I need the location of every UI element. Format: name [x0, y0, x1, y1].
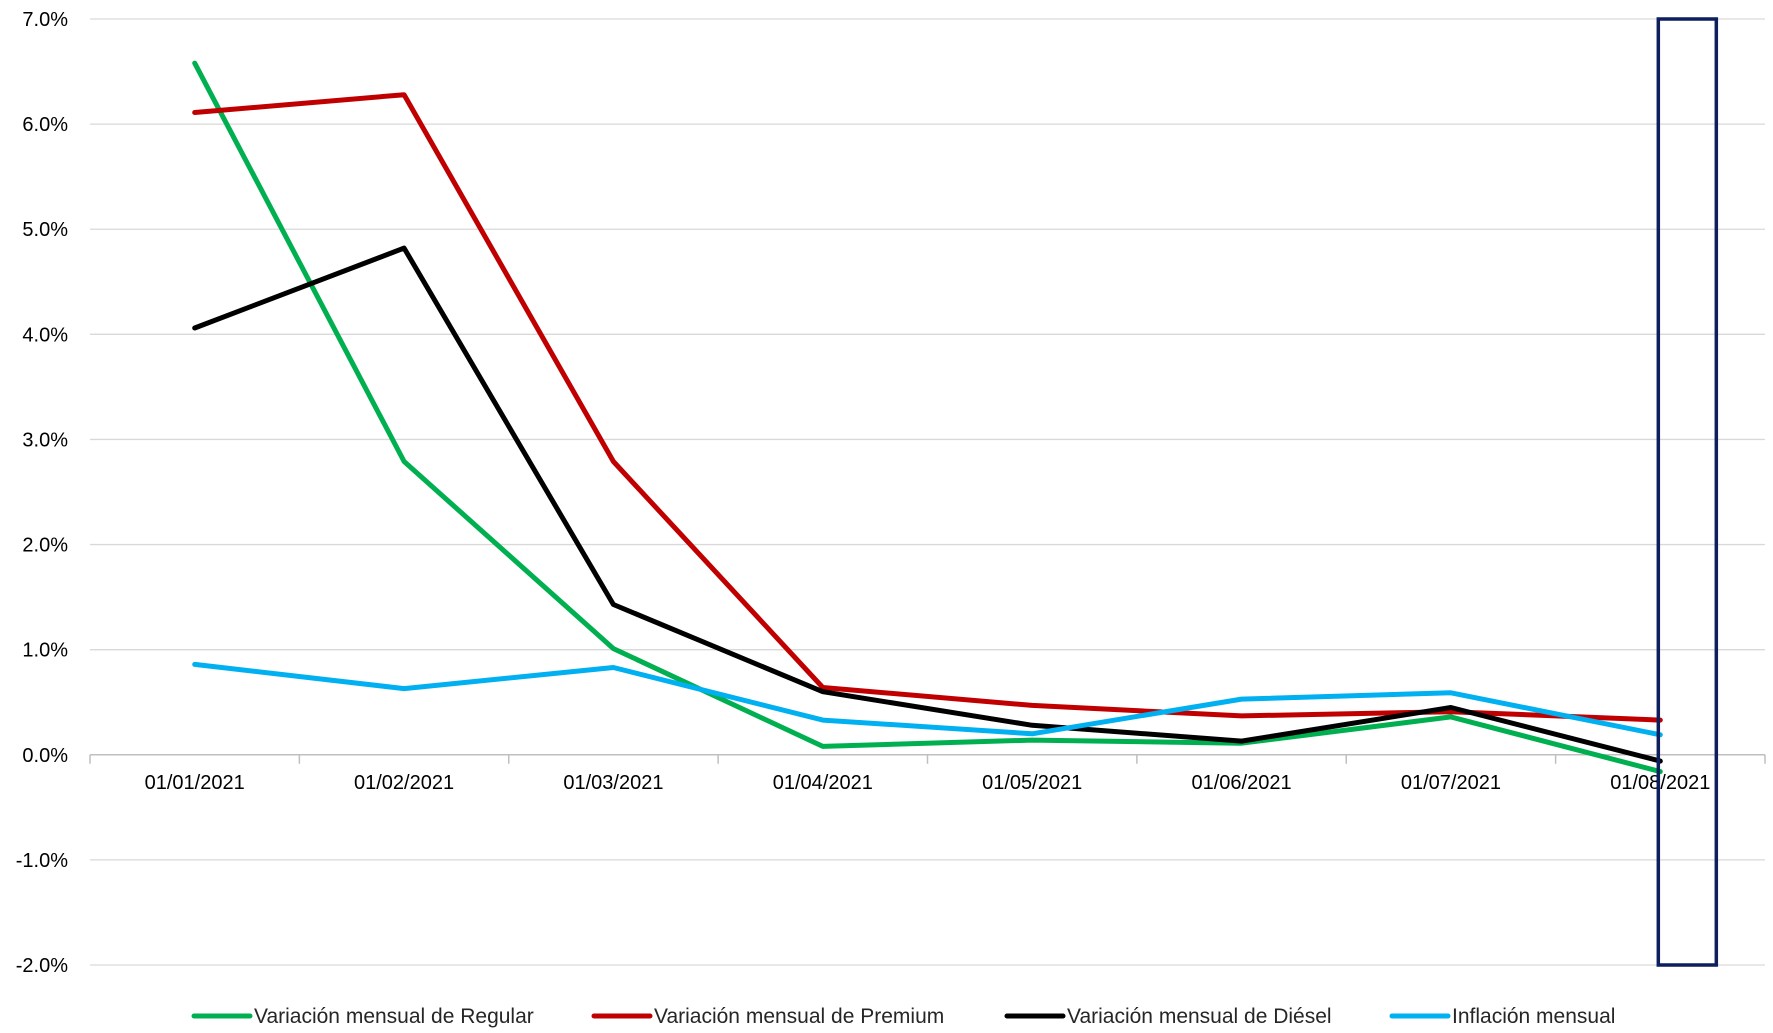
series-line [192, 60, 1663, 775]
y-tick-label: 3.0% [22, 429, 68, 451]
highlight-box [1656, 17, 1719, 967]
y-tick-label: 1.0% [22, 640, 68, 662]
series-lines [192, 60, 1663, 775]
x-tick-label: 01/08/2021 [1610, 772, 1710, 794]
y-tick-label: 6.0% [22, 114, 68, 136]
x-axis [89, 754, 1766, 764]
x-tick-label: 01/07/2021 [1401, 772, 1501, 794]
y-tick-label: 5.0% [22, 219, 68, 241]
x-tick-label: 01/04/2021 [773, 772, 873, 794]
y-tick-label: 4.0% [22, 324, 68, 346]
series-line [192, 92, 1663, 723]
gridlines [90, 18, 1765, 966]
x-tick-label: 01/05/2021 [982, 772, 1082, 794]
annotations [1656, 17, 1719, 967]
legend: Variación mensual de Regular Variación me… [191, 1005, 1615, 1028]
series-line [192, 245, 1663, 764]
x-axis-tick-labels: 01/01/2021 01/02/2021 01/03/2021 01/04/2021… [145, 772, 1711, 794]
y-tick-label: -2.0% [16, 955, 68, 977]
y-tick-label: -1.0% [16, 850, 68, 872]
y-tick-label: 7.0% [22, 9, 68, 31]
y-axis-tick-labels: -2.0% -1.0% 0.0% 1.0% 2.0% 3.0% 4.0% 5.0% 6.0% 7.… [16, 9, 68, 977]
legend-label: Variación mensual de Diésel [1067, 1005, 1332, 1028]
y-tick-label: 2.0% [22, 535, 68, 557]
x-tick-label: 01/06/2021 [1192, 772, 1292, 794]
y-tick-label: 0.0% [22, 745, 68, 767]
x-tick-label: 01/02/2021 [354, 772, 454, 794]
x-tick-label: 01/03/2021 [563, 772, 663, 794]
legend-label: Variación mensual de Premium [654, 1005, 944, 1028]
x-tick-label: 01/01/2021 [145, 772, 245, 794]
legend-label: Variación mensual de Regular [254, 1005, 534, 1028]
series-line [192, 661, 1663, 738]
legend-label: Inflación mensual [1452, 1005, 1615, 1028]
